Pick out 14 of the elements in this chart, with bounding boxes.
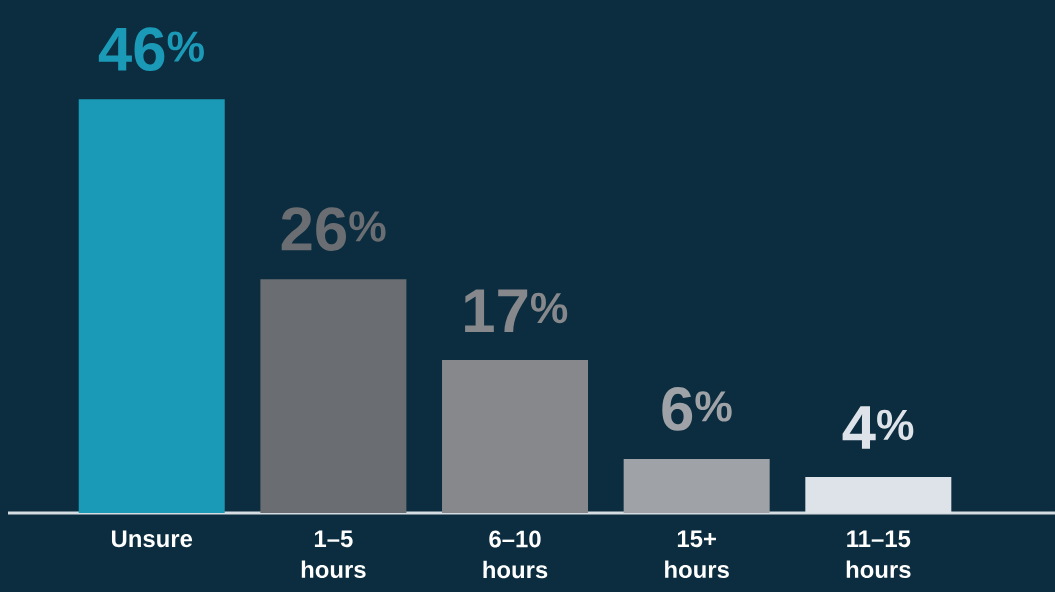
x-tick-label: 6–10 hours [483, 530, 548, 579]
x-tick-label: 11–15 hours [846, 530, 911, 579]
x-tick-label: 1–5 hours [301, 530, 366, 579]
bar [442, 360, 589, 513]
bar [260, 279, 407, 513]
x-tick-label: Unsure [111, 530, 193, 548]
x-tick-label: 15+ hours [665, 530, 729, 579]
data-label: 26$^{%}$ [281, 207, 386, 251]
bar [78, 99, 225, 513]
data-label: 6$^{%}$ [662, 387, 732, 431]
data-label: 46$^{%}$ [98, 27, 204, 72]
data-label: 17$^{%}$ [465, 289, 568, 332]
data-label: 4$^{%}$ [842, 406, 914, 449]
bar [623, 459, 770, 513]
